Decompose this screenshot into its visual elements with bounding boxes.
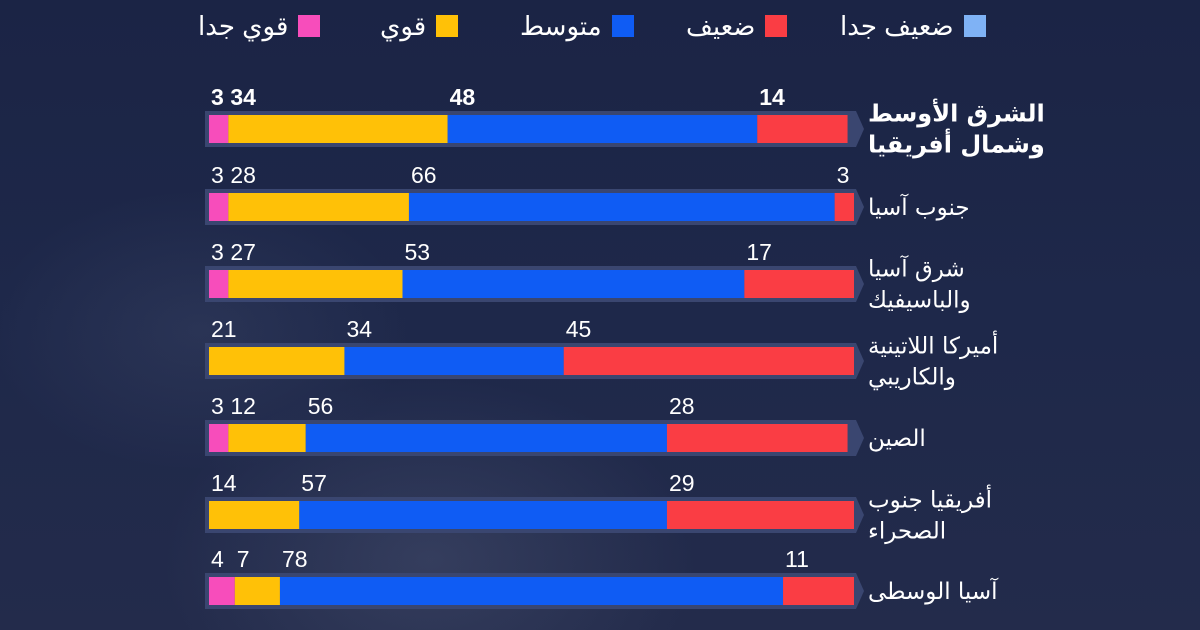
data-label: 27 xyxy=(230,239,256,265)
category-label: جنوب آسيا xyxy=(868,193,970,221)
category-label-line: الشرق الأوسط xyxy=(868,99,1045,128)
legend-item-strong: قوي xyxy=(380,10,459,42)
legend-label-weak: ضعيف xyxy=(686,10,756,41)
data-label: 14 xyxy=(211,470,237,496)
category-label-line: شرق آسيا xyxy=(868,255,965,283)
data-label: 34 xyxy=(230,84,256,110)
bar-segment xyxy=(209,577,235,605)
bar-segment xyxy=(834,193,854,221)
data-label: 56 xyxy=(308,393,334,419)
category-label: آسيا الوسطى xyxy=(868,577,999,605)
legend-label-very-strong: قوي جدا xyxy=(198,10,289,41)
category-label-line: جنوب آسيا xyxy=(868,193,970,221)
data-label: 48 xyxy=(450,84,476,110)
bar-segment xyxy=(234,577,280,605)
legend-swatch-strong xyxy=(436,15,459,37)
legend-swatch-very-weak xyxy=(963,15,986,37)
bar-segment xyxy=(408,193,835,221)
legend: ضعيف جدا ضعيف متوسط قوي قوي جدا xyxy=(0,0,1200,60)
category-label-line: الصين xyxy=(868,426,926,452)
data-label: 3 xyxy=(211,84,224,110)
bar-segment xyxy=(209,347,345,375)
bar-segment xyxy=(344,347,564,375)
data-label: 4 xyxy=(211,546,224,572)
legend-item-medium: متوسط xyxy=(520,10,634,42)
data-label: 57 xyxy=(301,470,327,496)
bar-segment xyxy=(228,193,409,221)
bar-segment xyxy=(563,347,854,375)
data-label: 12 xyxy=(230,393,256,419)
bar-segment xyxy=(666,501,854,529)
category-label: أفريقيا جنوب الصحراء xyxy=(868,485,992,545)
legend-item-weak: ضعيف xyxy=(686,10,788,42)
bar-segment xyxy=(305,424,667,452)
data-label: 3 xyxy=(837,162,850,188)
bar-segment xyxy=(744,270,854,298)
data-label: 17 xyxy=(746,239,772,265)
legend-label-medium: متوسط xyxy=(520,10,602,41)
data-label: 3 xyxy=(211,162,224,188)
bar-segment xyxy=(209,270,229,298)
bar-segment xyxy=(757,115,848,143)
category-label-line: والباسيفيك xyxy=(868,288,971,314)
bar-segment xyxy=(228,424,306,452)
data-label: 66 xyxy=(411,162,437,188)
bar-segment xyxy=(209,193,229,221)
category-label: الشرق الأوسط وشمال أفريقيا xyxy=(868,99,1045,159)
bar-segment xyxy=(279,577,784,605)
category-label: الصين xyxy=(868,426,926,452)
legend-swatch-medium xyxy=(611,15,634,37)
legend-label-very-weak: ضعيف جدا xyxy=(840,10,954,41)
category-label-line: وشمال أفريقيا xyxy=(868,129,1045,159)
data-label: 34 xyxy=(346,316,372,342)
bar-segment xyxy=(666,424,848,452)
data-label: 53 xyxy=(405,239,431,265)
bar-segment xyxy=(228,115,448,143)
legend-item-very-strong: قوي جدا xyxy=(198,10,321,42)
category-label-line: الصحراء xyxy=(868,519,946,545)
data-label: 28 xyxy=(669,393,695,419)
category-label: شرق آسيا والباسيفيك xyxy=(868,255,971,314)
category-label: أميركا اللاتينية والكاريبي xyxy=(868,331,998,391)
bar-segment xyxy=(299,501,667,529)
data-label: 7 xyxy=(237,546,250,572)
category-label-line: أميركا اللاتينية xyxy=(868,331,998,360)
bar-segment xyxy=(209,424,229,452)
bar-segment xyxy=(447,115,758,143)
category-label-line: والكاريبي xyxy=(868,365,956,391)
data-label: 3 xyxy=(211,393,224,419)
category-label-line: أفريقيا جنوب xyxy=(868,485,992,514)
bar-segment xyxy=(209,115,229,143)
data-label: 11 xyxy=(785,546,809,572)
data-label: 21 xyxy=(211,316,237,342)
legend-label-strong: قوي xyxy=(380,10,427,41)
bar-segment xyxy=(402,270,745,298)
data-label: 28 xyxy=(230,162,256,188)
legend-swatch-very-strong xyxy=(298,15,321,37)
data-label: 45 xyxy=(566,316,592,342)
category-label-line: آسيا الوسطى xyxy=(868,577,999,605)
data-label: 29 xyxy=(669,470,695,496)
legend-item-very-weak: ضعيف جدا xyxy=(840,10,986,42)
bar-segment xyxy=(783,577,854,605)
data-label: 78 xyxy=(282,546,308,572)
data-label: 14 xyxy=(759,84,785,110)
bar-segment xyxy=(209,501,300,529)
data-label: 3 xyxy=(211,239,224,265)
bar-segment xyxy=(228,270,403,298)
legend-swatch-weak xyxy=(765,15,788,37)
